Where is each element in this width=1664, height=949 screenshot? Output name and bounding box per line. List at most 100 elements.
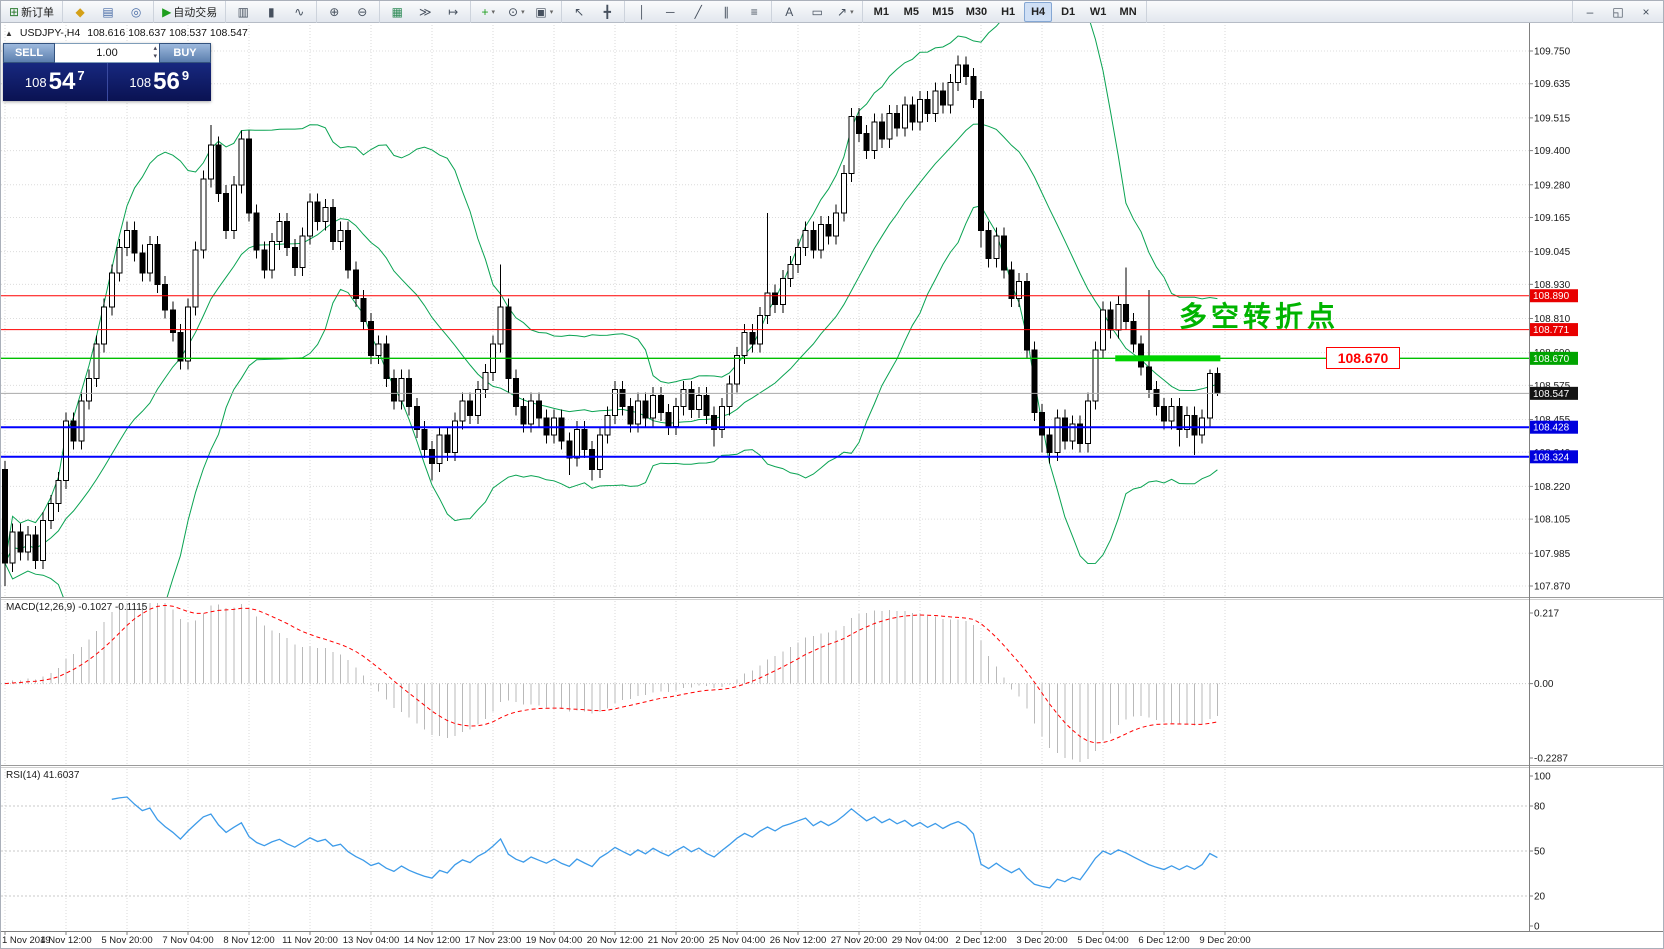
candle[interactable]	[162, 283, 169, 311]
candle[interactable]	[1176, 406, 1183, 430]
candle[interactable]	[619, 389, 626, 408]
candle[interactable]	[688, 389, 695, 411]
candle[interactable]	[207, 144, 214, 180]
candle[interactable]	[566, 440, 573, 459]
timeframe-mn-button[interactable]: MN	[1114, 2, 1142, 22]
templates-button[interactable]: ▣ ▾	[531, 2, 557, 22]
candle[interactable]	[398, 377, 405, 402]
candle[interactable]	[909, 104, 916, 123]
candle[interactable]	[1054, 417, 1061, 453]
candle[interactable]	[24, 534, 31, 553]
volume-up-icon[interactable]: ▴	[153, 45, 157, 52]
candle[interactable]	[863, 133, 870, 152]
candle[interactable]	[108, 272, 115, 308]
candle[interactable]	[63, 420, 69, 482]
cursor-button[interactable]: ↖	[566, 2, 592, 22]
candle[interactable]	[1153, 389, 1160, 408]
candle[interactable]	[1008, 269, 1015, 300]
sell-button[interactable]: SELL	[3, 43, 55, 63]
candle[interactable]	[703, 394, 710, 416]
candle[interactable]	[390, 377, 397, 402]
candle[interactable]	[497, 306, 504, 345]
label-button[interactable]: ▭	[804, 2, 830, 22]
candle[interactable]	[1023, 281, 1030, 351]
candle[interactable]	[1016, 281, 1023, 300]
candle[interactable]	[436, 434, 443, 465]
candle[interactable]	[589, 448, 596, 470]
candle[interactable]	[444, 434, 451, 453]
candle[interactable]	[101, 306, 108, 345]
candle[interactable]	[1084, 400, 1091, 445]
candle[interactable]	[741, 332, 748, 356]
candle[interactable]	[284, 221, 291, 248]
candle[interactable]	[558, 417, 565, 442]
candle[interactable]	[535, 400, 542, 419]
candle[interactable]	[1191, 414, 1198, 436]
volume-spinner[interactable]: ▴ ▾	[153, 45, 157, 61]
candle[interactable]	[85, 377, 92, 402]
candle[interactable]	[886, 113, 893, 140]
candle[interactable]	[345, 229, 352, 271]
candle[interactable]	[1122, 303, 1129, 322]
candle[interactable]	[627, 406, 634, 425]
candle[interactable]	[878, 121, 885, 140]
candle[interactable]	[1168, 406, 1175, 422]
candle[interactable]	[291, 246, 298, 268]
tile-windows-button[interactable]: ▦	[384, 2, 410, 22]
candle[interactable]	[802, 229, 809, 248]
candle[interactable]	[139, 252, 146, 274]
trendline-button[interactable]: ╱	[685, 2, 711, 22]
candle[interactable]	[246, 138, 252, 214]
candle[interactable]	[1183, 414, 1190, 430]
candle[interactable]	[116, 246, 123, 274]
zoom-in-button[interactable]: ⊕	[321, 2, 347, 22]
candle[interactable]	[650, 394, 657, 419]
horizontal-line-button[interactable]: ─	[657, 2, 683, 22]
candle[interactable]	[1092, 349, 1099, 402]
candle[interactable]	[93, 343, 100, 379]
candle[interactable]	[512, 377, 519, 408]
candle[interactable]	[894, 113, 901, 129]
timeframe-d1-button[interactable]: D1	[1054, 2, 1082, 22]
indicators-button[interactable]: + ▾	[475, 2, 501, 22]
candle[interactable]	[993, 235, 1000, 260]
candle[interactable]	[299, 235, 306, 268]
timeframe-m30-button[interactable]: M30	[961, 2, 992, 22]
candle[interactable]	[833, 212, 840, 237]
candle[interactable]	[261, 249, 268, 271]
candle[interactable]	[581, 428, 588, 450]
candle[interactable]	[695, 394, 702, 411]
candlestick-chart-button[interactable]: ▮	[258, 2, 284, 22]
candle[interactable]	[40, 520, 47, 561]
candle[interactable]	[154, 244, 161, 285]
candle[interactable]	[978, 98, 984, 231]
buy-price[interactable]: 108 56 9	[108, 63, 212, 101]
candle[interactable]	[383, 343, 390, 379]
candle[interactable]	[459, 400, 466, 422]
zoom-out-button[interactable]: ⊖	[349, 2, 375, 22]
line-chart-button[interactable]: ∿	[286, 2, 312, 22]
candle[interactable]	[1031, 349, 1038, 413]
window-restore-button[interactable]: ◱	[1605, 2, 1631, 22]
candle[interactable]	[726, 383, 733, 408]
candle[interactable]	[1214, 373, 1221, 394]
candle[interactable]	[451, 420, 458, 453]
candle[interactable]	[856, 115, 862, 135]
candle[interactable]	[665, 411, 672, 428]
candle[interactable]	[985, 229, 992, 260]
window-minimize-button[interactable]: –	[1577, 2, 1603, 22]
candle[interactable]	[322, 207, 329, 223]
timeframe-m1-button[interactable]: M1	[867, 2, 895, 22]
candle[interactable]	[711, 414, 718, 430]
bar-chart-button[interactable]: ▥	[230, 2, 256, 22]
candle[interactable]	[352, 269, 359, 300]
candle[interactable]	[810, 229, 817, 251]
one-click-collapse-icon[interactable]: ▲	[5, 28, 13, 38]
highlight-segment[interactable]	[1115, 355, 1221, 362]
timeframe-h1-button[interactable]: H1	[994, 2, 1022, 22]
candle[interactable]	[169, 309, 176, 334]
candle[interactable]	[47, 502, 54, 522]
candle[interactable]	[795, 246, 801, 265]
market-watch-button[interactable]: ◆	[67, 2, 93, 22]
